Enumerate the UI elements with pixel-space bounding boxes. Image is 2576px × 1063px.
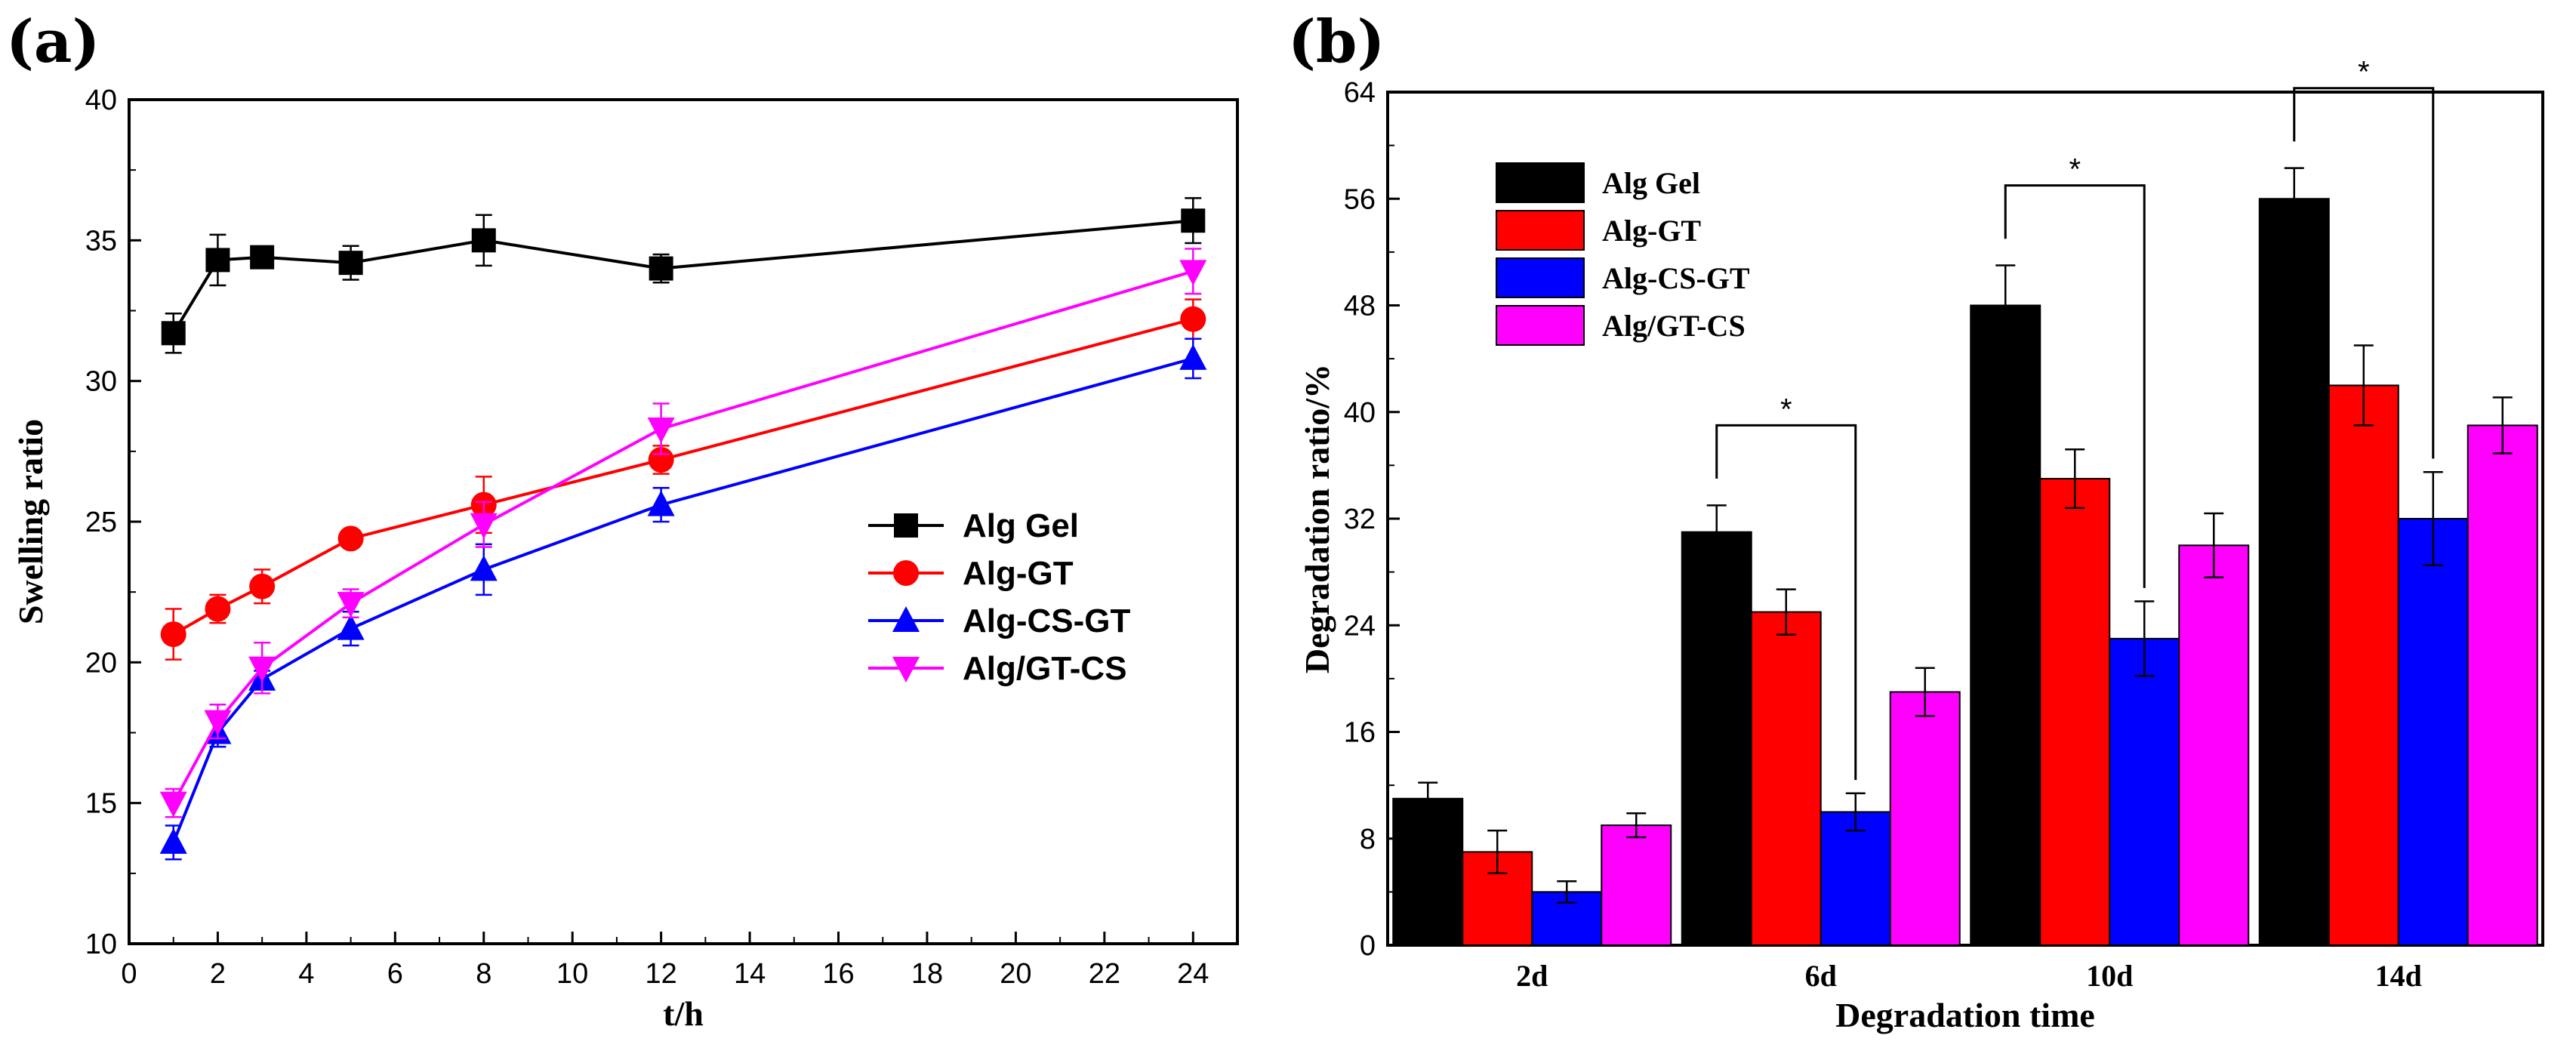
legend-label-alg-gel: Alg Gel <box>1602 166 1700 200</box>
bar-alg-gel-2d <box>1393 799 1462 945</box>
y-tick-label: 30 <box>85 366 117 398</box>
bar-alg-cs-gt-14d <box>2399 519 2468 945</box>
bar-alg-cs-gt-10d <box>2109 639 2179 945</box>
y-tick-label: 56 <box>1344 183 1376 215</box>
legend-label-alg-gt-cs: Alg/GT-CS <box>1602 309 1746 343</box>
bar-alg-cs-gt-6d <box>1821 812 1890 945</box>
significance-star-14d: * <box>2358 56 2370 89</box>
y-tick-label: 16 <box>1344 717 1376 749</box>
legend-label-alg-gt: Alg-GT <box>1602 214 1701 248</box>
x-tick-label: 12 <box>645 958 676 990</box>
y-tick-label: 15 <box>85 788 117 820</box>
bar-alg-gt-10d <box>2040 479 2109 945</box>
legend-label-alg-gt: Alg-GT <box>963 555 1074 592</box>
panel-a-x-axis-title: t/h <box>663 994 704 1033</box>
significance-star-6d: * <box>1780 393 1792 426</box>
x-tick-label: 2d <box>1516 959 1548 993</box>
x-tick-label: 0 <box>121 958 137 990</box>
data-point-alg-gel <box>1181 208 1205 233</box>
data-point-alg-gt <box>205 596 230 622</box>
y-tick-label: 8 <box>1360 824 1376 855</box>
bar-alg-gt-6d <box>1752 612 1821 945</box>
panel-b-y-axis-title: Degradation ratio/% <box>1298 364 1336 673</box>
data-point-alg-gt <box>1180 307 1206 332</box>
x-tick-label: 14 <box>734 958 766 990</box>
y-tick-label: 64 <box>1344 77 1376 109</box>
x-tick-label: 20 <box>1000 958 1031 990</box>
bar-alg-gt-cs-14d <box>2468 425 2537 945</box>
bar-alg-gt-cs-6d <box>1890 692 1960 945</box>
legend-marker-alg-gel <box>894 513 918 538</box>
legend-swatch-alg-gel <box>1496 163 1584 202</box>
x-tick-label: 2 <box>210 958 226 990</box>
legend-label-alg-gt-cs: Alg/GT-CS <box>963 650 1127 687</box>
data-point-alg-gel <box>339 251 363 275</box>
data-point-alg-gel <box>649 257 673 281</box>
data-point-alg-gel <box>472 228 496 252</box>
x-tick-label: 16 <box>822 958 854 990</box>
y-tick-label: 25 <box>85 507 117 538</box>
y-tick-label: 48 <box>1344 291 1376 322</box>
x-tick-label: 6d <box>1805 959 1837 993</box>
bar-alg-gel-6d <box>1682 532 1752 945</box>
panel-a-y-axis-title: Swelling ratio <box>11 419 50 624</box>
x-tick-label: 14d <box>2375 959 2422 993</box>
y-tick-label: 35 <box>85 225 117 257</box>
figure: (a) 0 2 4 6 8 10 12 14 16 18 20 22 2410152025303540 … <box>0 0 2576 1063</box>
legend-label-alg-cs-gt: Alg-CS-GT <box>1602 261 1750 295</box>
data-point-alg-gt <box>338 525 364 551</box>
legend-swatch-alg-gt <box>1496 211 1584 250</box>
legend-swatch-alg-cs-gt <box>1496 258 1584 297</box>
data-point-alg-gel <box>205 248 230 272</box>
bar-alg-gel-14d <box>2260 199 2329 945</box>
y-tick-label: 0 <box>1360 930 1376 962</box>
legend-label-alg-gel: Alg Gel <box>963 507 1079 544</box>
x-tick-label: 18 <box>911 958 943 990</box>
y-tick-label: 32 <box>1344 504 1376 535</box>
x-tick-label: 8 <box>476 958 491 990</box>
bar-alg-gt-cs-10d <box>2179 545 2248 945</box>
y-tick-label: 40 <box>85 85 117 116</box>
y-tick-label: 40 <box>1344 397 1376 429</box>
x-tick-label: 4 <box>298 958 314 990</box>
panel-b-label: (b) <box>1288 8 1385 76</box>
panel-b-x-axis-title: Degradation time <box>1835 996 2095 1034</box>
legend-label-alg-cs-gt: Alg-CS-GT <box>963 602 1131 639</box>
bar-alg-gt-14d <box>2329 385 2399 945</box>
y-tick-label: 10 <box>85 929 117 960</box>
y-tick-label: 20 <box>85 647 117 679</box>
data-point-alg-gel <box>162 321 186 345</box>
y-tick-label: 24 <box>1344 610 1376 642</box>
panel-a-label: (a) <box>6 8 100 76</box>
bar-alg-gt-cs-2d <box>1601 825 1671 945</box>
x-tick-label: 10d <box>2086 959 2133 993</box>
x-tick-label: 22 <box>1089 958 1120 990</box>
significance-star-10d: * <box>2069 153 2081 186</box>
legend-marker-alg-gt <box>893 560 919 586</box>
x-tick-label: 10 <box>556 958 588 990</box>
bar-alg-gel-10d <box>1971 306 2040 946</box>
data-point-alg-gt <box>249 574 275 599</box>
data-point-alg-gt <box>161 621 186 647</box>
data-point-alg-gel <box>250 245 274 270</box>
legend-swatch-alg-gt-cs <box>1496 306 1584 345</box>
x-tick-label: 24 <box>1177 958 1209 990</box>
x-tick-label: 6 <box>387 958 403 990</box>
